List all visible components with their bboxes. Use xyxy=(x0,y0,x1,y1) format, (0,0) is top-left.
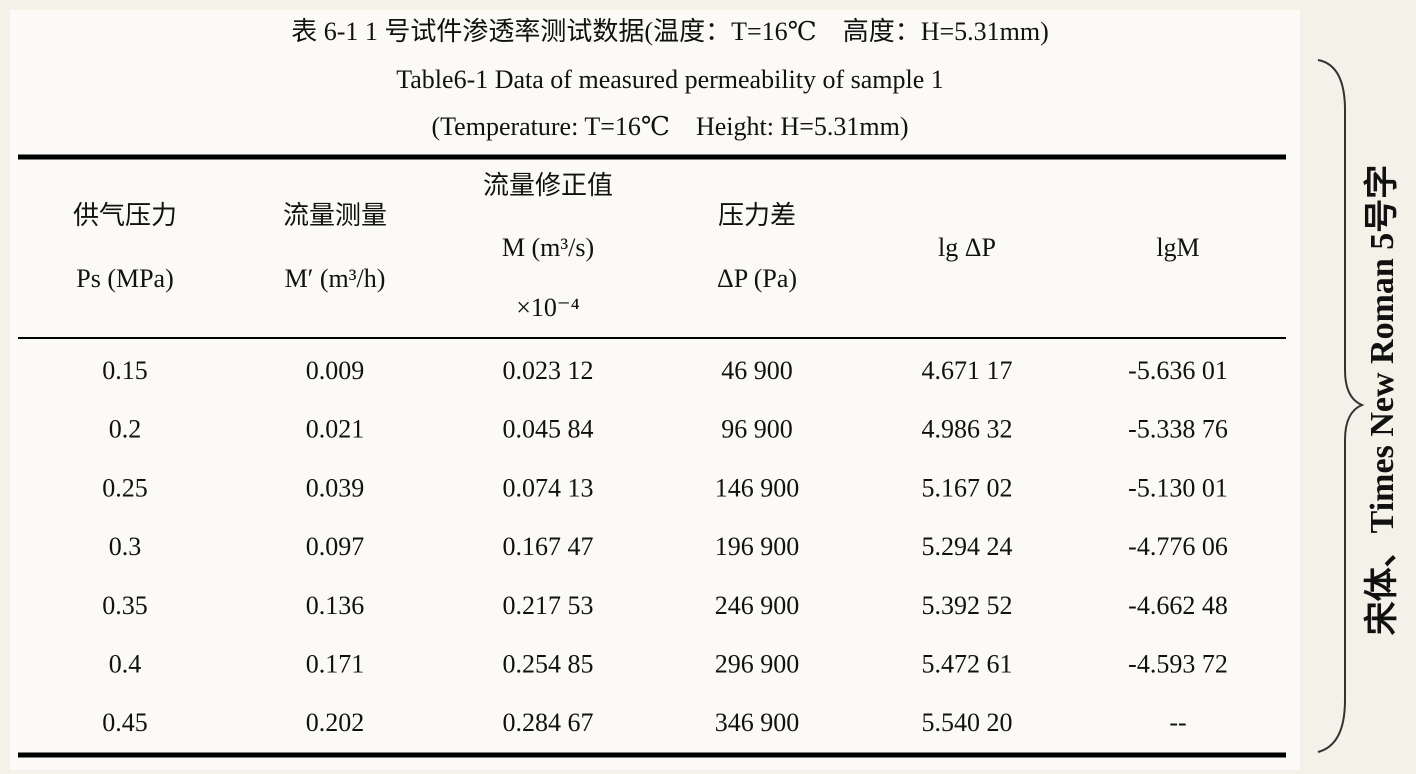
header-cell: ×10⁻⁴ xyxy=(516,293,579,322)
table-cell: 0.009 xyxy=(306,356,365,385)
table-cell: 5.540 20 xyxy=(922,708,1013,737)
table-cell: 0.202 xyxy=(306,708,365,737)
table-cell: 0.45 xyxy=(102,708,148,737)
table-cell: -4.662 48 xyxy=(1128,591,1228,620)
table-cell: 0.136 xyxy=(306,591,365,620)
header-cell: M′ (m³/h) xyxy=(285,264,386,293)
header-cell: ΔP (Pa) xyxy=(717,264,797,293)
table-cell: 196 900 xyxy=(715,532,800,561)
table-cell: 0.3 xyxy=(109,532,142,561)
table-cell: 0.171 xyxy=(306,649,365,678)
header-cell: Ps (MPa) xyxy=(76,264,174,293)
table-cell: 0.039 xyxy=(306,473,365,502)
table-cell: 0.021 xyxy=(306,415,365,444)
table-cell: 296 900 xyxy=(715,649,800,678)
table-cell: 4.986 32 xyxy=(922,415,1013,444)
table-cell: 5.392 52 xyxy=(922,591,1013,620)
header-cell: 流量测量 xyxy=(283,201,387,230)
brace xyxy=(1317,59,1365,753)
table-cell: -- xyxy=(1169,708,1186,737)
table-panel xyxy=(10,10,1300,770)
header-cell: 压力差 xyxy=(718,201,796,230)
table-cell: 0.045 84 xyxy=(503,415,594,444)
table-cell: -5.636 01 xyxy=(1128,356,1228,385)
table-cell: 246 900 xyxy=(715,591,800,620)
table-cell: 5.472 61 xyxy=(922,649,1013,678)
table-cell: -4.593 72 xyxy=(1128,649,1228,678)
caption-en: Table6-1 Data of measured permeability o… xyxy=(396,65,944,94)
table-cell: -5.130 01 xyxy=(1128,473,1228,502)
header-cell: lgM xyxy=(1156,233,1199,262)
table-cell: 346 900 xyxy=(715,708,800,737)
table-cell: 0.023 12 xyxy=(503,356,594,385)
table-cell: -4.776 06 xyxy=(1128,532,1228,561)
table-cell: 0.15 xyxy=(102,356,148,385)
table-cell: 146 900 xyxy=(715,473,800,502)
table-cell: 0.284 67 xyxy=(503,708,594,737)
table-cell: 5.294 24 xyxy=(922,532,1013,561)
table-cell: 0.2 xyxy=(109,415,142,444)
header-cell: 供气压力 xyxy=(73,201,177,230)
table-cell: -5.338 76 xyxy=(1128,415,1228,444)
caption-zh: 表 6-1 1 号试件渗透率测试数据(温度：T=16℃ 高度：H=5.31mm) xyxy=(291,17,1049,46)
table-cell: 0.4 xyxy=(109,649,142,678)
table-cell: 0.25 xyxy=(102,473,148,502)
table-cell: 0.35 xyxy=(102,591,148,620)
table-cell: 0.254 85 xyxy=(503,649,594,678)
caption-en-sub: (Temperature: T=16℃ Height: H=5.31mm) xyxy=(431,112,908,141)
table-cell: 0.217 53 xyxy=(503,591,594,620)
table-cell: 0.074 13 xyxy=(503,473,594,502)
font-note: 宋体、Times New Roman 5号字 xyxy=(1363,165,1401,636)
table-cell: 5.167 02 xyxy=(922,473,1013,502)
table-cell: 96 900 xyxy=(721,415,793,444)
table-cell: 0.097 xyxy=(306,532,365,561)
table-cell: 46 900 xyxy=(721,356,793,385)
header-cell: lg ΔP xyxy=(938,233,996,262)
header-cell: 流量修正值 xyxy=(483,171,613,200)
header-cell: M (m³/s) xyxy=(502,233,594,262)
table-cell: 4.671 17 xyxy=(922,356,1013,385)
table-cell: 0.167 47 xyxy=(503,532,594,561)
